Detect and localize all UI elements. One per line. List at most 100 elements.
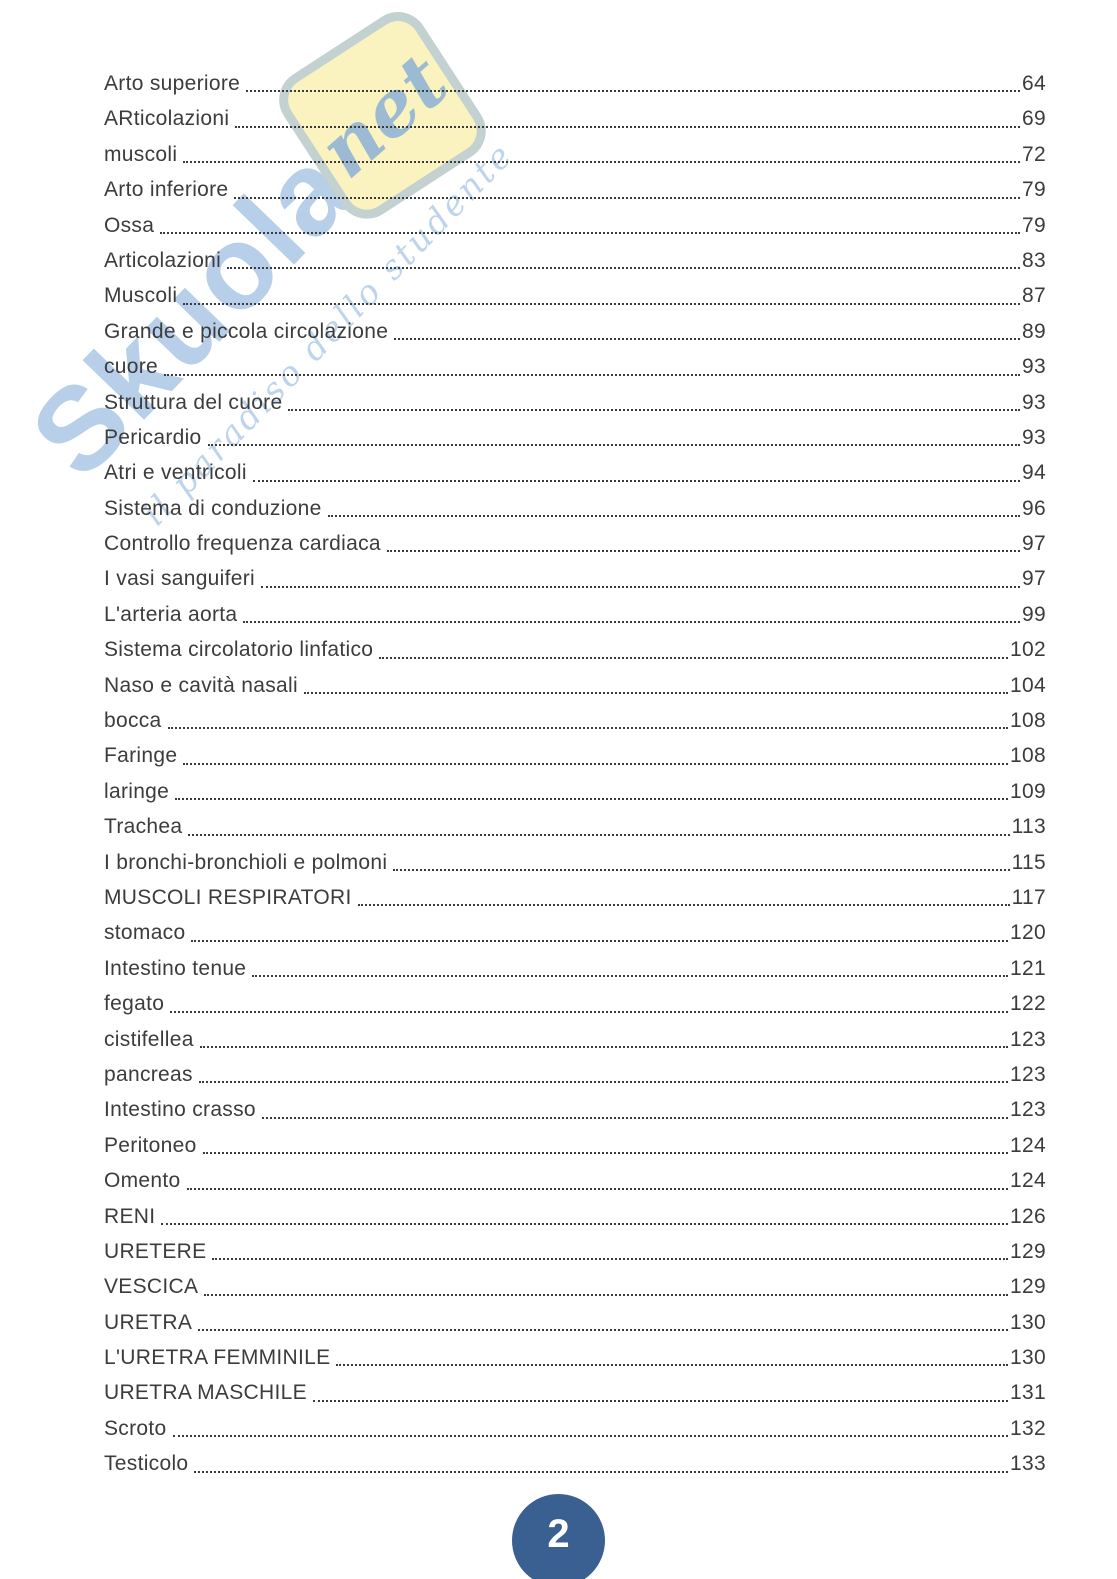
toc-entry[interactable]: stomaco 120	[104, 915, 1046, 950]
toc-entry[interactable]: Peritoneo 124	[104, 1128, 1046, 1163]
dotted-leader	[303, 692, 1009, 695]
dotted-leader	[183, 302, 1021, 305]
toc-entry-label: Atri e ventricoli	[104, 461, 247, 485]
dotted-leader	[183, 161, 1021, 164]
toc-entry-label: Arto inferiore	[104, 178, 229, 202]
toc-entry-label: MUSCOLI RESPIRATORI	[104, 885, 352, 909]
toc-entry[interactable]: pancreas 123	[104, 1057, 1046, 1092]
toc-entry-label: muscoli	[104, 142, 178, 166]
toc-entry-label: Naso e cavità nasali	[104, 673, 298, 697]
toc-entry-label: bocca	[104, 709, 162, 733]
toc-entry-page: 93	[1022, 425, 1046, 449]
toc-entry[interactable]: Articolazioni 83	[104, 243, 1046, 278]
toc-entry-page: 113	[1011, 815, 1046, 839]
toc-entry[interactable]: Arto superiore 64	[104, 66, 1046, 101]
toc-entry[interactable]: Faringe 108	[104, 738, 1046, 773]
toc-entry-page: 130	[1010, 1310, 1046, 1334]
toc-entry[interactable]: fegato 122	[104, 986, 1046, 1021]
toc-entry[interactable]: Scroto 132	[104, 1411, 1046, 1446]
toc-entry[interactable]: I vasi sanguiferi 97	[104, 561, 1046, 596]
toc-entry-label: Faringe	[104, 744, 178, 768]
toc-entry[interactable]: ARticolazioni 69	[104, 101, 1046, 136]
toc-entry-page: 115	[1011, 850, 1046, 874]
dotted-leader	[199, 1045, 1009, 1048]
toc-entry[interactable]: Ossa 79	[104, 208, 1046, 243]
toc-entry[interactable]: Atri e ventricoli 94	[104, 455, 1046, 490]
toc-entry-page: 129	[1010, 1239, 1046, 1263]
toc-entry[interactable]: L'URETRA FEMMINILE 130	[104, 1340, 1046, 1375]
dotted-leader	[198, 1329, 1009, 1332]
dotted-leader	[261, 585, 1021, 588]
toc-entry-page: 97	[1022, 567, 1046, 591]
dotted-leader	[198, 1081, 1009, 1084]
toc-entry[interactable]: URETERE 129	[104, 1234, 1046, 1269]
toc-entry[interactable]: Sistema circolatorio linfatico 102	[104, 632, 1046, 667]
toc-entry-page: 123	[1010, 1098, 1046, 1122]
toc-entry[interactable]: Grande e piccola circolazione 89	[104, 314, 1046, 349]
dotted-leader	[252, 479, 1021, 482]
toc-entry[interactable]: muscoli 72	[104, 137, 1046, 172]
page-number-badge: 2	[512, 1494, 605, 1579]
dotted-leader	[327, 515, 1021, 518]
toc-entry-label: Articolazioni	[104, 248, 222, 272]
toc-entry-label: pancreas	[104, 1062, 193, 1086]
dotted-leader	[261, 1116, 1009, 1119]
toc-entry[interactable]: Intestino tenue 121	[104, 951, 1046, 986]
toc-entry-label: Ossa	[104, 213, 155, 237]
toc-entry[interactable]: Sistema di conduzione 96	[104, 491, 1046, 526]
toc-entry[interactable]: L'arteria aorta 99	[104, 597, 1046, 632]
dotted-leader	[394, 338, 1021, 341]
toc-entry[interactable]: Testicolo 133	[104, 1446, 1046, 1481]
toc-entry-page: 131	[1010, 1381, 1046, 1405]
toc-entry-label: I bronchi-bronchioli e polmoni	[104, 850, 388, 874]
toc-entry-page: 94	[1022, 461, 1046, 485]
toc-entry-page: 123	[1010, 1062, 1046, 1086]
toc-entry[interactable]: Intestino crasso 123	[104, 1092, 1046, 1127]
toc-entry[interactable]: URETRA 130	[104, 1305, 1046, 1340]
toc-entry[interactable]: Naso e cavità nasali 104	[104, 668, 1046, 703]
toc-entry[interactable]: bocca 108	[104, 703, 1046, 738]
toc-entry-label: Peritoneo	[104, 1133, 197, 1157]
toc-entry[interactable]: Struttura del cuore 93	[104, 385, 1046, 420]
toc-entry-page: 79	[1022, 178, 1046, 202]
toc-entry-label: cistifellea	[104, 1027, 194, 1051]
toc-entry[interactable]: laringe 109	[104, 774, 1046, 809]
dotted-leader	[246, 90, 1021, 93]
toc-entry-label: Intestino tenue	[104, 956, 247, 980]
toc-entry-label: Muscoli	[104, 284, 178, 308]
toc-entry-label: ARticolazioni	[104, 107, 230, 131]
toc-entry-page: 64	[1022, 72, 1046, 95]
toc-entry-label: Grande e piccola circolazione	[104, 319, 389, 343]
toc-entry-page: 87	[1022, 284, 1046, 308]
toc-entry[interactable]: Pericardio 93	[104, 420, 1046, 455]
toc-entry-label: VESCICA	[104, 1275, 199, 1299]
toc-entry[interactable]: Omento 124	[104, 1163, 1046, 1198]
toc-entry[interactable]: Arto inferiore 79	[104, 172, 1046, 207]
toc-entry-page: 132	[1010, 1416, 1046, 1440]
toc-entry-page: 93	[1022, 390, 1046, 414]
toc-entry-page: 102	[1010, 638, 1046, 662]
toc-entry[interactable]: VESCICA 129	[104, 1269, 1046, 1304]
dotted-leader	[204, 1293, 1009, 1296]
toc-entry[interactable]: Controllo frequenza cardiaca 97	[104, 526, 1046, 561]
toc-entry[interactable]: cuore 93	[104, 349, 1046, 384]
toc-entry[interactable]: I bronchi-bronchioli e polmoni 115	[104, 845, 1046, 880]
toc-entry-page: 124	[1010, 1133, 1046, 1157]
toc-entry[interactable]: Muscoli 87	[104, 278, 1046, 313]
toc-entry-page: 108	[1010, 744, 1046, 768]
toc-entry-label: Sistema di conduzione	[104, 496, 322, 520]
toc-entry-page: 93	[1022, 355, 1046, 379]
toc-entry[interactable]: Trachea 113	[104, 809, 1046, 844]
toc-entry-page: 97	[1022, 532, 1046, 556]
toc-entry[interactable]: MUSCOLI RESPIRATORI 117	[104, 880, 1046, 915]
toc-entry[interactable]: RENI 126	[104, 1199, 1046, 1234]
dotted-leader	[164, 373, 1021, 376]
toc-entry-label: Struttura del cuore	[104, 390, 283, 414]
toc-entry-page: 108	[1010, 709, 1046, 733]
toc-entry[interactable]: URETRA MASCHILE 131	[104, 1375, 1046, 1410]
dotted-leader	[252, 975, 1009, 978]
toc-entry-label: Controllo frequenza cardiaca	[104, 532, 381, 556]
dotted-leader	[235, 125, 1021, 128]
toc-entry[interactable]: cistifellea 123	[104, 1022, 1046, 1057]
